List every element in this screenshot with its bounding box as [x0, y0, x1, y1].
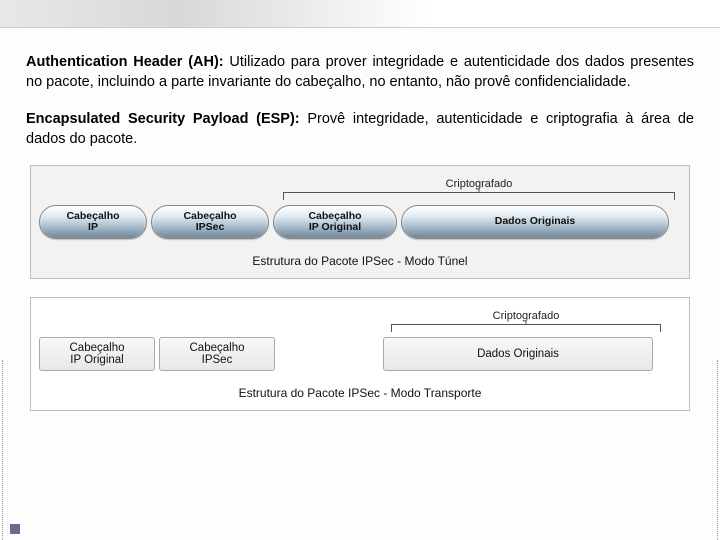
corner-square-icon	[10, 524, 20, 534]
tunnel-segment-3: Dados Originais	[401, 205, 669, 239]
dotted-guide-left	[2, 360, 3, 540]
transport-segment-1: Cabeçalho IPSec	[159, 337, 275, 371]
paragraph-ah: Authentication Header (AH): Utilizado pa…	[26, 52, 694, 93]
encrypted-brace-transport	[391, 324, 661, 332]
pill-row-transport: Cabeçalho IP OriginalCabeçalho IPSec Dado…	[39, 336, 681, 372]
slide-content: Authentication Header (AH): Utilizado pa…	[0, 28, 720, 431]
ah-title: Authentication Header (AH):	[26, 54, 224, 70]
diagram-transport: Criptografado Cabeçalho IP OriginalCabeç…	[30, 297, 690, 411]
tunnel-segment-2: Cabeçalho IP Original	[273, 205, 397, 239]
caption-tunnel: Estrutura do Pacote IPSec - Modo Túnel	[39, 254, 681, 268]
diagram-tunnel-frame: Criptografado Cabeçalho IPCabeçalho IPSe…	[30, 165, 690, 279]
diagram-tunnel: Criptografado Cabeçalho IPCabeçalho IPSe…	[30, 165, 690, 279]
tunnel-segment-0: Cabeçalho IP	[39, 205, 147, 239]
transport-segment-2: Dados Originais	[383, 337, 653, 371]
caption-transport: Estrutura do Pacote IPSec - Modo Transpo…	[39, 386, 681, 400]
slide-header-bar	[0, 0, 720, 28]
paragraph-esp: Encapsulated Security Payload (ESP): Pro…	[26, 109, 694, 150]
transport-segment-0: Cabeçalho IP Original	[39, 337, 155, 371]
dotted-guide-right	[717, 360, 718, 540]
tunnel-segment-1: Cabeçalho IPSec	[151, 205, 269, 239]
diagram-transport-frame: Criptografado Cabeçalho IP OriginalCabeç…	[30, 297, 690, 411]
pill-row-tunnel: Cabeçalho IPCabeçalho IPSecCabeçalho IP …	[39, 204, 681, 240]
esp-title: Encapsulated Security Payload (ESP):	[26, 111, 300, 127]
encrypted-brace-tunnel	[283, 192, 675, 200]
